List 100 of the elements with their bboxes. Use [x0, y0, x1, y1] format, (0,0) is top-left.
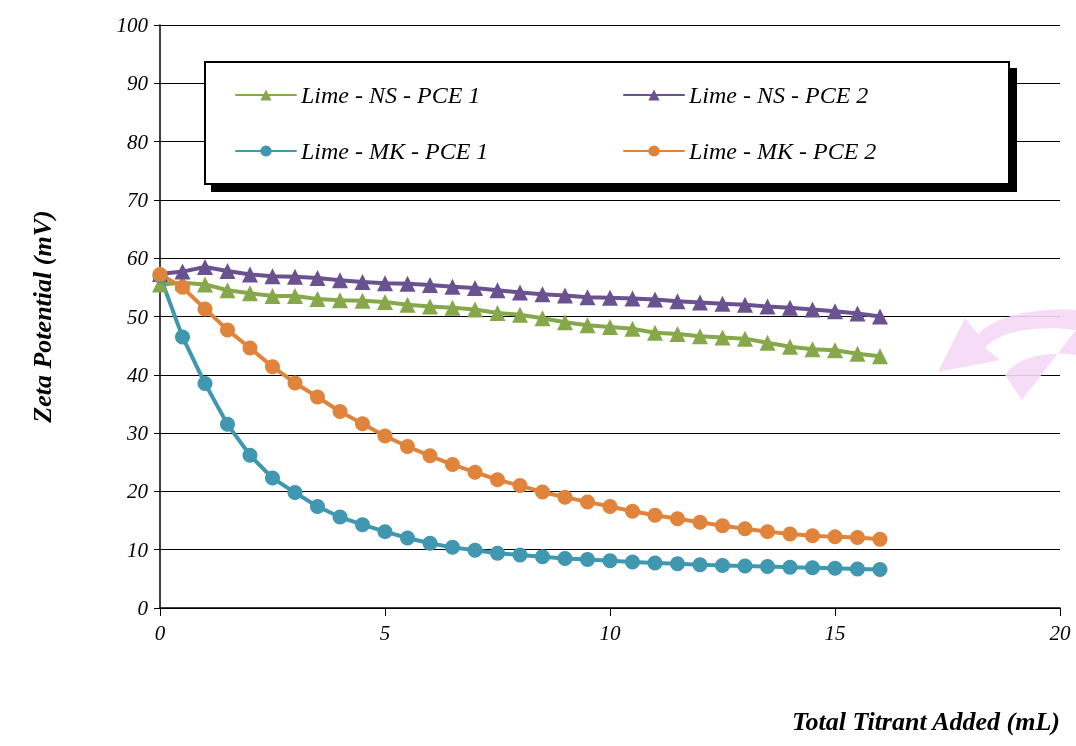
- point: [287, 288, 303, 305]
- point: [580, 552, 595, 568]
- point: [512, 284, 528, 301]
- point: [805, 528, 820, 544]
- point: [264, 268, 281, 285]
- point: [804, 341, 821, 358]
- y-tick-label: 40: [127, 362, 149, 387]
- point: [197, 301, 213, 317]
- point: [602, 289, 618, 306]
- point: [175, 329, 190, 345]
- point: [287, 485, 303, 501]
- point: [625, 503, 640, 519]
- point: [445, 457, 460, 473]
- y-tick-label: 20: [127, 479, 149, 504]
- point: [872, 348, 888, 365]
- point: [219, 282, 236, 299]
- point: [782, 526, 798, 542]
- y-tick-label: 80: [127, 129, 149, 154]
- point: [850, 529, 865, 545]
- x-axis-title: Total Titrant Added (mL): [792, 706, 1060, 736]
- point: [265, 359, 280, 375]
- x-tick-label: 20: [1049, 620, 1071, 645]
- point: [827, 303, 843, 320]
- point: [422, 298, 438, 315]
- point: [827, 342, 843, 359]
- point: [692, 294, 708, 311]
- point: [534, 286, 551, 303]
- point: [422, 448, 438, 464]
- point: [377, 293, 393, 310]
- point: [579, 317, 596, 334]
- x-tick-label: 5: [379, 620, 391, 645]
- point: [490, 545, 505, 561]
- point: [422, 535, 438, 551]
- point: [310, 389, 325, 405]
- y-tick-label: 0: [137, 596, 149, 620]
- point: [760, 524, 775, 540]
- point: [737, 558, 753, 574]
- point: [175, 279, 190, 295]
- point: [850, 561, 865, 577]
- point: [805, 560, 820, 576]
- point: [220, 322, 235, 338]
- point: [422, 277, 438, 294]
- y-axis-title: Zeta Potential (mV): [27, 210, 57, 424]
- point: [872, 531, 888, 547]
- point: [399, 275, 416, 292]
- point: [242, 266, 258, 283]
- point: [512, 306, 528, 323]
- point: [692, 514, 708, 530]
- point: [467, 542, 483, 558]
- legend-label: Lime - MK - PCE 1: [300, 138, 489, 164]
- point: [804, 301, 821, 318]
- point: [287, 268, 303, 285]
- legend-label: Lime - NS - PCE 1: [300, 82, 481, 108]
- y-tick-label: 30: [126, 421, 149, 446]
- point: [354, 292, 371, 309]
- point: [490, 472, 505, 488]
- point: [669, 325, 686, 342]
- point: [579, 289, 596, 306]
- point: [737, 296, 753, 313]
- point: [715, 518, 730, 534]
- point: [332, 404, 348, 420]
- point: [737, 521, 753, 537]
- point: [670, 556, 685, 572]
- y-tick-label: 70: [127, 187, 149, 212]
- point: [760, 559, 775, 575]
- point: [467, 279, 483, 296]
- point: [602, 499, 618, 515]
- point: [467, 464, 483, 480]
- point: [332, 509, 348, 525]
- point: [309, 291, 326, 308]
- point: [692, 328, 708, 345]
- x-tick-label: 10: [599, 620, 621, 645]
- point: [219, 263, 236, 280]
- legend-label: Lime - MK - PCE 2: [688, 138, 877, 164]
- point: [782, 338, 798, 355]
- point: [557, 489, 573, 505]
- point: [264, 288, 281, 305]
- point: [580, 494, 595, 510]
- point: [242, 285, 258, 302]
- point: [535, 549, 550, 565]
- y-tick-label: 100: [116, 13, 149, 37]
- point: [265, 470, 280, 486]
- point: [737, 330, 753, 347]
- point: [647, 555, 663, 571]
- point: [332, 272, 348, 289]
- point: [534, 310, 551, 327]
- point: [849, 305, 866, 322]
- point: [782, 299, 798, 316]
- point: [242, 447, 258, 463]
- point: [332, 292, 348, 309]
- point: [759, 298, 776, 315]
- point: [309, 270, 326, 287]
- point: [377, 524, 393, 540]
- y-tick-label: 10: [127, 537, 149, 562]
- point: [512, 478, 528, 494]
- point: [849, 345, 866, 362]
- point: [670, 511, 685, 527]
- point: [467, 301, 483, 318]
- point: [310, 499, 325, 515]
- point: [647, 291, 663, 308]
